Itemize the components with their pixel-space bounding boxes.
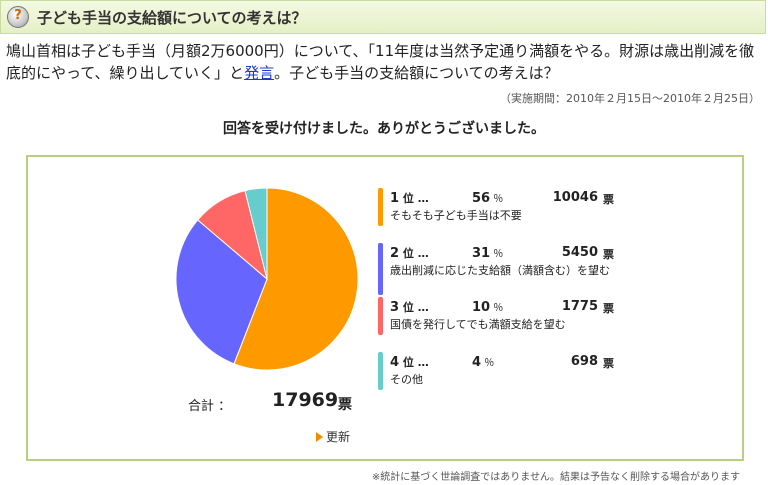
legend-label: その他	[390, 373, 423, 386]
legend-votes: 5450	[561, 245, 598, 260]
total-value: 17969	[272, 389, 339, 411]
update-label: 更新	[326, 430, 351, 444]
legend-color-bar	[378, 352, 383, 390]
thanks-message: 回答を受け付けました。ありがとうございました。	[223, 121, 545, 137]
legend-item-4: 4 位 … 4 ％ 698 票その他	[378, 352, 628, 390]
legend-percent: 10 ％	[472, 300, 504, 315]
legend-item-2: 2 位 … 31 ％ 5450 票歳出削減に応じた支給額（満額含む）を望む	[378, 243, 628, 295]
statement-link[interactable]: 発言	[244, 64, 275, 82]
poll-period: （実施期間：2010年２月15日〜2010年２月25日）	[500, 92, 760, 105]
poll-question: 鳩山首相は子ども手当（月額2万6000円）について、「11年度は当然予定通り満額…	[6, 40, 762, 84]
legend-vote-unit: 票	[603, 357, 614, 370]
legend-percent: 56 ％	[472, 191, 504, 206]
pie-slice-2	[175, 219, 268, 365]
legend-rank: 4 位 …	[390, 355, 429, 370]
arrow-right-icon	[316, 431, 323, 442]
legend-label: 歳出削減に応じた支給額（満額含む）を望む	[390, 264, 610, 277]
question-text: 鳩山首相は子ども手当（月額2万6000円）について、「11年度は当然予定通り満額…	[6, 42, 755, 82]
legend-vote-unit: 票	[603, 193, 614, 206]
question-text-tail: 。子ども手当の支給額についての考えは？	[274, 64, 559, 82]
results-panel	[26, 155, 744, 461]
pie-chart	[175, 187, 359, 371]
legend-row: 1 位 … 56 ％ 10046 票	[390, 190, 620, 206]
legend-votes: 10046	[552, 190, 598, 205]
legend-votes: 1775	[561, 299, 598, 314]
legend-row: 4 位 … 4 ％ 698 票	[390, 354, 620, 370]
legend-percent: 31 ％	[472, 246, 504, 261]
total-unit: 票	[338, 397, 352, 413]
pie-slice-1	[233, 187, 359, 371]
total-label: 合計 ：	[188, 399, 232, 414]
legend-color-bar	[378, 243, 383, 295]
legend-rank: 3 位 …	[390, 300, 429, 315]
legend-row: 3 位 … 10 ％ 1775 票	[390, 299, 620, 315]
legend-rank: 1 位 …	[390, 191, 429, 206]
poll-title: 子ども手当の支給額についての考えは？	[37, 8, 307, 27]
legend-rank: 2 位 …	[390, 246, 429, 261]
legend-votes: 698	[570, 354, 598, 369]
legend-label: 国債を発行してでも満額支給を望む	[390, 318, 566, 331]
poll-header: 子ども手当の支給額についての考えは？	[0, 0, 766, 34]
legend-label: そもそも子ども手当は不要	[390, 209, 522, 222]
update-button[interactable]: 更新	[316, 428, 350, 445]
legend-percent: 4 ％	[472, 355, 495, 370]
legend-row: 2 位 … 31 ％ 5450 票	[390, 245, 620, 261]
disclaimer-note: ※統計に基づく世論調査ではありません。結果は予告なく削除する場合があります	[371, 472, 740, 483]
pie-slice-4	[244, 187, 268, 280]
legend-item-3: 3 位 … 10 ％ 1775 票国債を発行してでも満額支給を望む	[378, 297, 628, 335]
legend-color-bar	[378, 188, 383, 226]
legend-item-1: 1 位 … 56 ％ 10046 票そもそも子ども手当は不要	[378, 188, 628, 226]
legend-vote-unit: 票	[603, 248, 614, 261]
legend-vote-unit: 票	[603, 302, 614, 315]
legend-color-bar	[378, 297, 383, 335]
question-badge-icon	[7, 6, 29, 28]
